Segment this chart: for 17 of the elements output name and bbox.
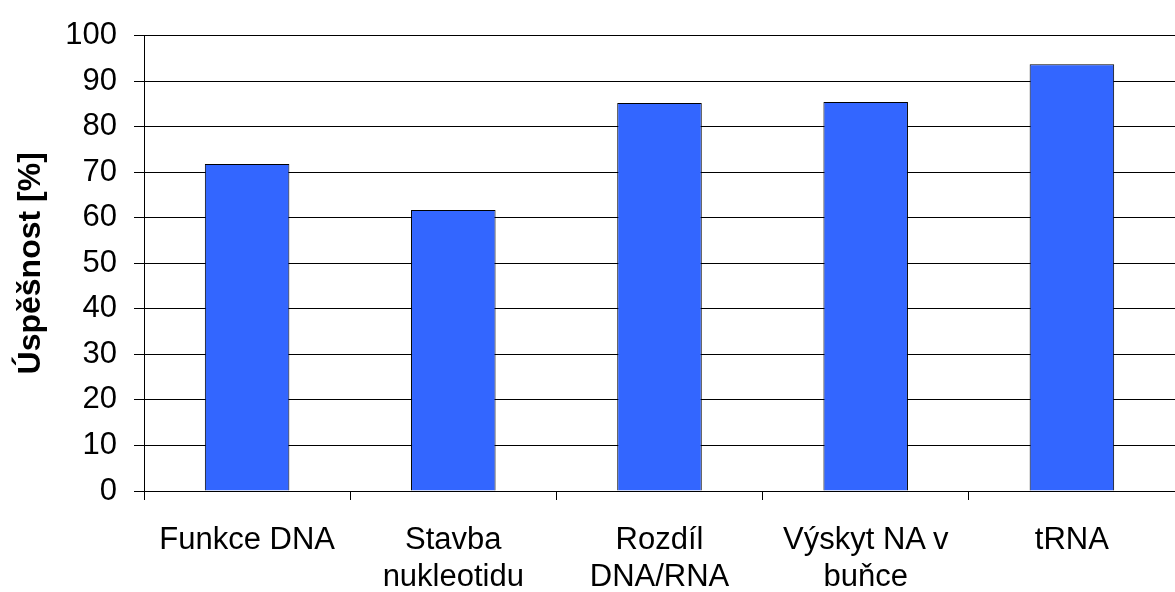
x-tick-label: Funkce DNA: [159, 521, 336, 557]
y-tick-label: 0: [99, 471, 117, 507]
y-tick-label: 90: [82, 61, 117, 97]
y-tick-label: 10: [82, 426, 117, 462]
y-tick-label: 70: [82, 152, 117, 188]
y-axis-title: Úspěšnost [%]: [11, 152, 48, 375]
x-tick-label: Stavba nukleotidu: [382, 521, 524, 592]
y-tick-label: 80: [82, 107, 117, 143]
y-tick-label: 50: [82, 243, 117, 279]
y-tick-label: 40: [82, 289, 117, 325]
x-tick-label: tRNA: [1034, 521, 1110, 557]
x-tick-label: Výskyt NA v buňce: [783, 521, 949, 592]
y-tick-label: 100: [65, 16, 117, 52]
y-tick-label: 20: [82, 380, 117, 416]
x-tick-label: Rozdíl DNA/RNA: [589, 521, 730, 592]
y-tick-label: 30: [82, 334, 117, 370]
y-tick-label: 60: [82, 198, 117, 234]
